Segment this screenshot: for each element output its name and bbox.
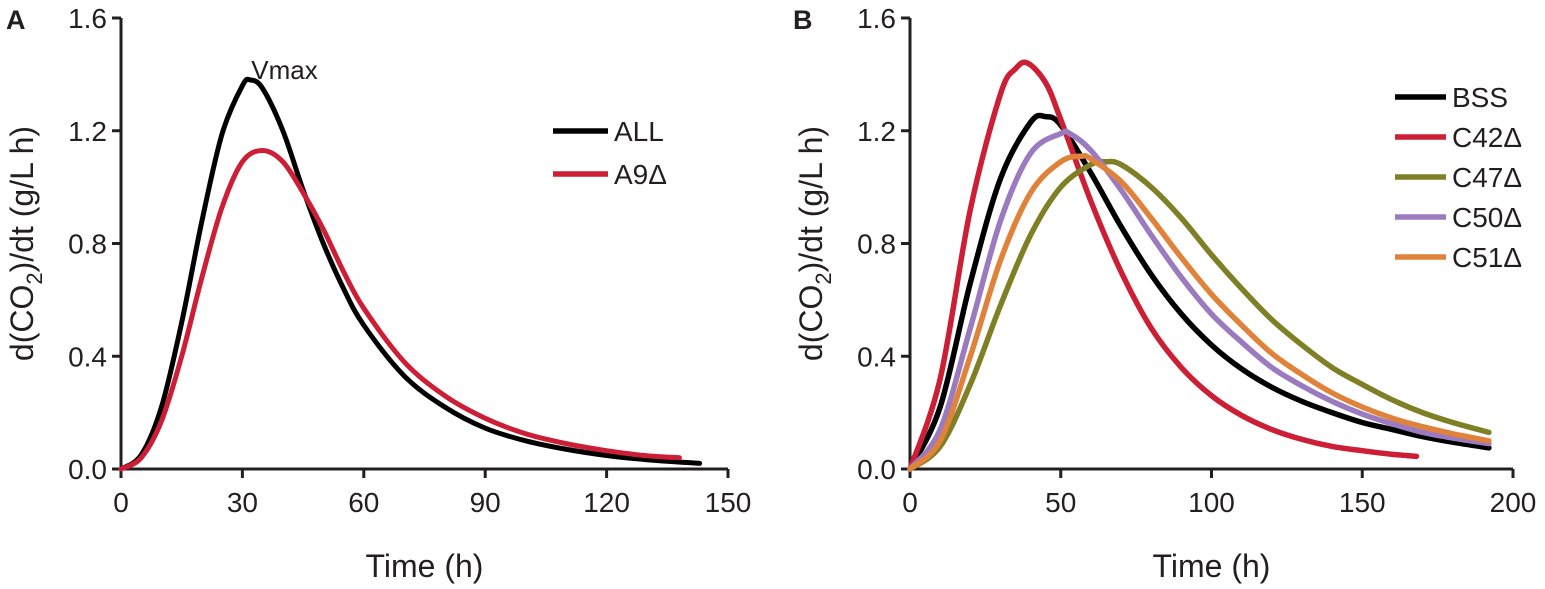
legend-label: BSS xyxy=(1452,82,1508,113)
y-tick-label: 0.0 xyxy=(68,454,107,485)
legend-label: A9Δ xyxy=(614,159,667,190)
y-tick-label: 0.8 xyxy=(68,229,107,260)
panel-a-chart: 0.0 0.4 0.8 1.2 1.6 0 30 60 90 120 150 Time (h) d(CO… xyxy=(4,3,751,584)
x-tick-label: 30 xyxy=(227,487,258,518)
x-tick-label: 150 xyxy=(1339,487,1386,518)
panel-a-letter: A xyxy=(6,5,26,35)
x-axis-title: Time (h) xyxy=(1153,548,1271,584)
y-tick-label: 1.6 xyxy=(857,3,896,34)
series-line-a9 xyxy=(118,147,682,472)
x-tick-label: 50 xyxy=(1045,487,1076,518)
x-tick-label: 150 xyxy=(705,487,752,518)
x-tick-label: 100 xyxy=(1188,487,1235,518)
series-line-c42 xyxy=(907,59,1420,472)
series-line-all xyxy=(118,76,703,472)
y-tick-label: 0.4 xyxy=(857,341,896,372)
y-tick-label: 1.2 xyxy=(68,116,107,147)
legend-label: C51Δ xyxy=(1452,242,1522,273)
legend-label: C50Δ xyxy=(1452,202,1522,233)
legend-label: C47Δ xyxy=(1452,162,1522,193)
series-line-bss xyxy=(907,112,1492,472)
panel-b-chart: 0.0 0.4 0.8 1.2 1.6 0 50 100 150 200 Time (h) d(CO2… xyxy=(793,3,1536,584)
x-tick-label: 200 xyxy=(1490,487,1537,518)
y-tick-label: 1.6 xyxy=(68,3,107,34)
y-tick-label: 0.4 xyxy=(68,341,107,372)
y-axis-title: d(CO2)/dt (g/L h) xyxy=(4,126,47,361)
x-tick-label: 60 xyxy=(348,487,379,518)
series-line-c51 xyxy=(907,152,1492,472)
series-line-c47 xyxy=(907,158,1492,472)
x-axis-title: Time (h) xyxy=(366,548,484,584)
y-tick-label: 0.0 xyxy=(857,454,896,485)
series-line-c50 xyxy=(907,128,1492,472)
x-tick-label: 0 xyxy=(113,487,129,518)
x-tick-label: 90 xyxy=(470,487,501,518)
y-tick-label: 1.2 xyxy=(857,116,896,147)
legend-label: ALL xyxy=(614,116,664,147)
vmax-annotation: Vmax xyxy=(251,55,317,85)
y-axis-title: d(CO2)/dt (g/L h) xyxy=(793,126,836,361)
legend-label: C42Δ xyxy=(1452,122,1522,153)
panel-b-letter: B xyxy=(793,5,813,35)
x-tick-label: 0 xyxy=(902,487,918,518)
y-tick-label: 0.8 xyxy=(857,229,896,260)
x-tick-label: 120 xyxy=(583,487,630,518)
